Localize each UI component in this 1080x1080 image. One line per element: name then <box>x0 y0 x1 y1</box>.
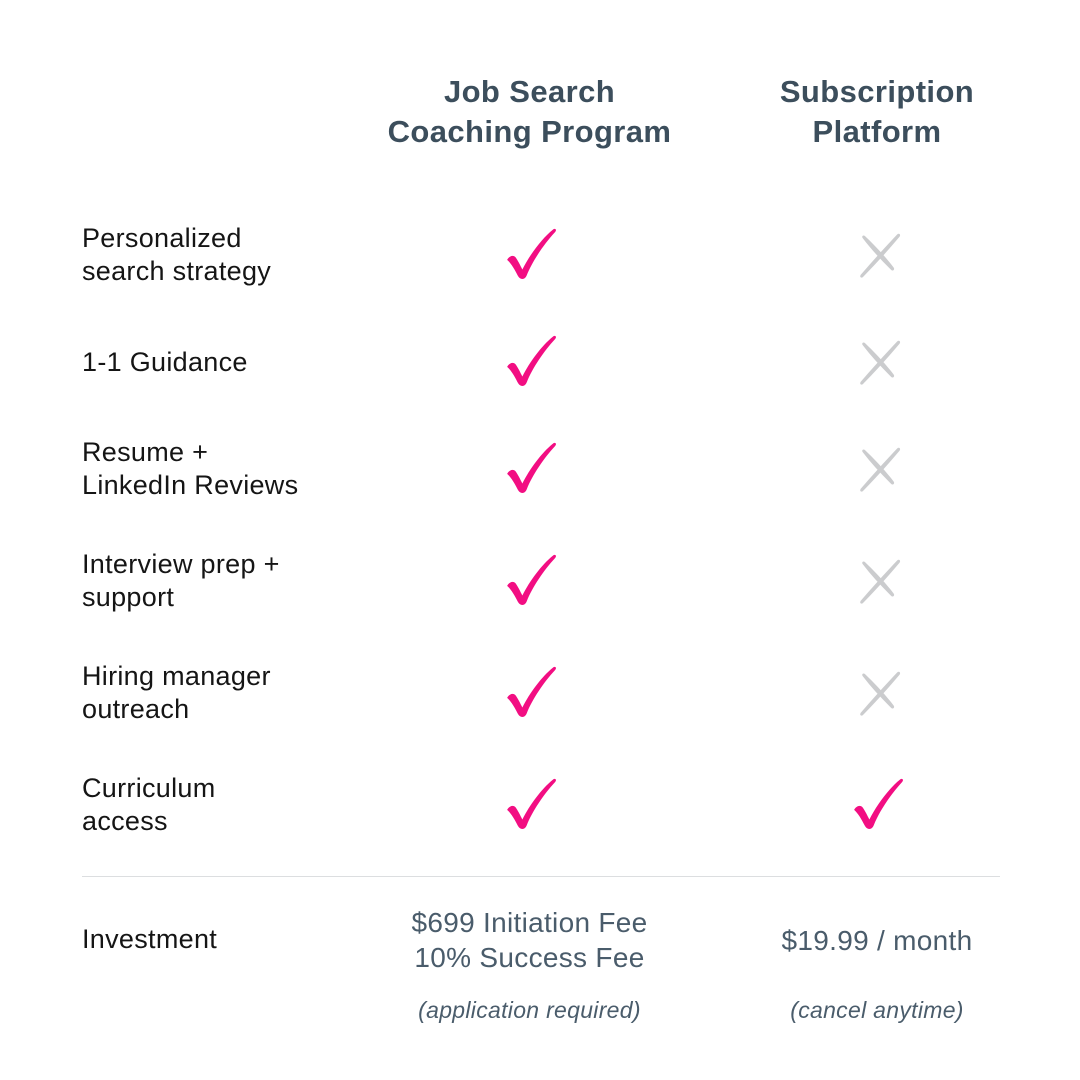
column-header-program-line2: Coaching Program <box>387 114 672 149</box>
program-mark-cell <box>347 553 712 609</box>
investment-row: Investment $699 Initiation Fee 10% Succe… <box>82 905 1042 1024</box>
program-investment-cell: $699 Initiation Fee 10% Success Fee (app… <box>347 905 712 1024</box>
program-mark-cell <box>347 227 712 283</box>
feature-label: Interview prep + support <box>82 549 280 612</box>
check-icon <box>506 778 556 830</box>
column-header-subscription: Subscription Platform <box>712 72 1042 152</box>
feature-label: Personalized search strategy <box>82 223 272 286</box>
investment-label: Investment <box>82 924 218 954</box>
subscription-mark-cell <box>712 229 1042 281</box>
subscription-mark-cell <box>712 336 1042 388</box>
column-header-program: Job Search Coaching Program <box>347 72 712 152</box>
cross-icon <box>859 233 900 278</box>
subscription-price: $19.99 / month <box>712 905 1042 975</box>
subscription-price-line1: $19.99 / month <box>781 924 973 956</box>
column-header-subscription-line1: Subscription <box>779 74 975 109</box>
program-mark-cell <box>347 334 712 390</box>
subscription-investment-cell: $19.99 / month (cancel anytime) <box>712 905 1042 1024</box>
cross-icon <box>859 340 900 385</box>
program-mark-cell <box>347 665 712 721</box>
check-icon <box>506 666 556 718</box>
feature-label: Hiring manager outreach <box>82 661 271 724</box>
feature-label: 1-1 Guidance <box>82 346 248 377</box>
program-mark-cell <box>347 777 712 833</box>
program-price-line1: $699 Initiation Fee <box>411 907 648 938</box>
feature-row: Interview prep + support <box>82 548 1042 614</box>
column-header-program-line1: Job Search <box>443 74 616 109</box>
program-price: $699 Initiation Fee 10% Success Fee <box>347 905 712 975</box>
feature-label: Resume + LinkedIn Reviews <box>82 437 299 500</box>
subscription-mark-cell <box>712 667 1042 719</box>
subscription-mark-cell <box>712 555 1042 607</box>
program-mark-cell <box>347 441 712 497</box>
column-header-subscription-line2: Platform <box>812 114 942 149</box>
feature-label: Curriculum access <box>82 773 216 836</box>
subscription-price-note: (cancel anytime) <box>790 997 964 1023</box>
check-icon <box>506 554 556 606</box>
table-header: Job Search Coaching Program Subscription… <box>82 72 1042 152</box>
check-icon <box>506 228 556 280</box>
cross-icon <box>859 671 900 716</box>
feature-row: Personalized search strategy <box>82 222 1042 288</box>
feature-row: Hiring manager outreach <box>82 660 1042 726</box>
feature-row: Curriculum access <box>82 772 1042 838</box>
feature-row: 1-1 Guidance <box>82 334 1042 390</box>
program-price-note: (application required) <box>418 997 641 1023</box>
check-icon <box>506 335 556 387</box>
check-icon <box>854 778 903 830</box>
check-icon <box>506 442 556 494</box>
feature-row: Resume + LinkedIn Reviews <box>82 436 1042 502</box>
header-spacer <box>82 72 347 152</box>
divider-line <box>82 876 1000 877</box>
program-price-line2: 10% Success Fee <box>414 942 645 973</box>
cross-icon <box>859 447 900 492</box>
cross-icon <box>859 559 900 604</box>
subscription-mark-cell <box>712 777 1042 833</box>
feature-rows: Personalized search strategy 1-1 Guidance… <box>0 222 1080 838</box>
subscription-mark-cell <box>712 443 1042 495</box>
